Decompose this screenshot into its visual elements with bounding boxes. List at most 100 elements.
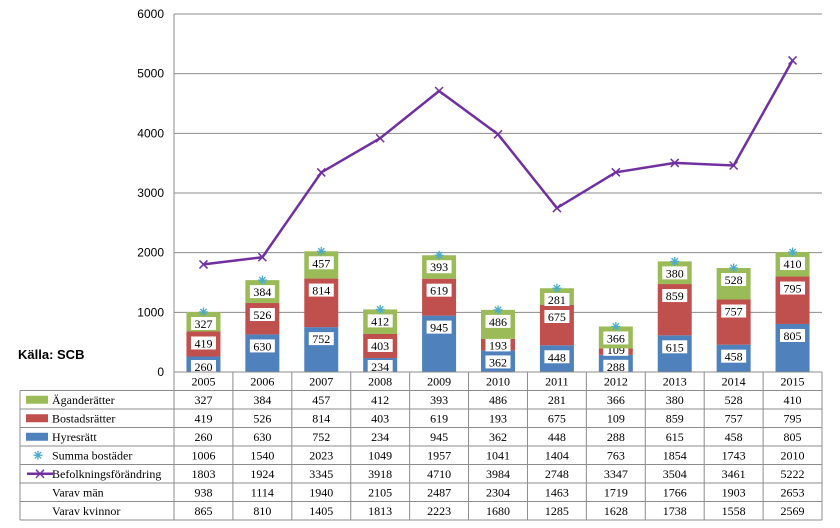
data-label: 403: [371, 339, 389, 353]
stacked-bars: 260 419 327 630 526 384 752 814 457 234 403 412 945 6…: [186, 251, 810, 374]
data-label-bg: [485, 355, 511, 369]
data-label-bg: [249, 339, 275, 353]
data-label: 327: [194, 317, 212, 331]
data-label-bg: [367, 314, 393, 328]
table-cell: 1540: [250, 449, 274, 463]
legend-key-aganderatter: [26, 395, 48, 404]
table-cell: 366: [607, 393, 625, 407]
x-category-label: 2012: [604, 375, 628, 389]
table-cell: 1903: [722, 486, 746, 500]
table-cell: 234: [371, 430, 389, 444]
y-tick-label: 2000: [137, 246, 164, 260]
summa-marker: [493, 305, 503, 315]
x-category-label: 2015: [781, 375, 805, 389]
table-cell: 2023: [309, 449, 333, 463]
table-cell: 3918: [368, 467, 392, 481]
table-cell: 3347: [604, 467, 628, 481]
table-cell: 412: [371, 393, 389, 407]
y-tick-label: 6000: [137, 7, 164, 21]
table-cell: 1719: [604, 486, 628, 500]
data-label: 384: [253, 285, 271, 299]
line-point: [552, 203, 562, 213]
data-label-bg: [780, 328, 806, 342]
table-cell: 288: [607, 430, 625, 444]
data-label: 945: [430, 321, 448, 335]
table-cell: 2653: [781, 486, 805, 500]
data-label: 615: [666, 340, 684, 354]
data-label-bg: [721, 349, 747, 363]
table-cell: 448: [548, 430, 566, 444]
table-cell: 1813: [368, 504, 392, 518]
summa-marker: [788, 247, 798, 257]
table-cell: 1766: [663, 486, 687, 500]
table-cell: 938: [194, 486, 212, 500]
x-category-label: 2006: [250, 375, 274, 389]
x-category-label: 2013: [663, 375, 687, 389]
table-cell: 3461: [722, 467, 746, 481]
x-category-label: 2005: [191, 375, 215, 389]
summa-marker: [552, 283, 562, 293]
summa-marker: [316, 246, 326, 256]
table-cell: 1114: [251, 486, 274, 500]
table-cell: 1803: [191, 467, 215, 481]
table-cell: 865: [194, 504, 212, 518]
table-cell: 410: [784, 393, 802, 407]
table-cell: 757: [725, 412, 743, 426]
table-cell: 2748: [545, 467, 569, 481]
data-label-bg: [662, 289, 688, 303]
data-label-bg: [190, 316, 216, 330]
summa-marker: [611, 321, 621, 331]
table-cell: 419: [194, 412, 212, 426]
data-label: 859: [666, 289, 684, 303]
data-label: 419: [194, 336, 212, 350]
table-cell: 1680: [486, 504, 510, 518]
data-table: 2005 2006 2007 2008 2009 2010 2011 2012 2013 2014…: [19, 371, 823, 521]
row-label: Varav kvinnor: [52, 504, 120, 518]
line-point: [316, 167, 326, 177]
line-point: [257, 252, 267, 262]
line-point: [611, 167, 621, 177]
legend-key-marker: [35, 469, 45, 479]
table-cell: 260: [194, 430, 212, 444]
table-cell: 3984: [486, 467, 510, 481]
table-cell: 5222: [781, 467, 805, 481]
data-label-bg: [367, 338, 393, 352]
befolkning-line: [203, 59, 794, 266]
table-cell: 1924: [250, 467, 274, 481]
data-label: 193: [489, 338, 507, 352]
data-label: 458: [725, 350, 743, 364]
data-label-bg: [721, 273, 747, 287]
table-cell: 1743: [722, 449, 746, 463]
data-label: 362: [489, 355, 507, 369]
table-cell: 1854: [663, 449, 687, 463]
data-label-bg: [308, 283, 334, 297]
table-cell: 1957: [427, 449, 451, 463]
table-cell: 1558: [722, 504, 746, 518]
data-label: 757: [725, 305, 743, 319]
table-cell: 1049: [368, 449, 392, 463]
table-cell: 1404: [545, 449, 569, 463]
data-label-bg: [485, 338, 511, 352]
data-label: 805: [784, 329, 802, 343]
data-label-bg: [780, 257, 806, 271]
row-label: Hyresrätt: [52, 430, 97, 444]
data-label-bg: [544, 309, 570, 323]
table-cell: 1628: [604, 504, 628, 518]
line-point: [788, 55, 798, 65]
table-cell: 2487: [427, 486, 451, 500]
table-cell: 3504: [663, 467, 687, 481]
data-label: 752: [312, 332, 330, 346]
table-cell: 109: [607, 412, 625, 426]
data-label-bg: [544, 292, 570, 306]
data-label: 281: [548, 293, 566, 307]
table-cell: 393: [430, 393, 448, 407]
table-cell: 3345: [309, 467, 333, 481]
table-cell: 1405: [309, 504, 333, 518]
table-cell: 2569: [781, 504, 805, 518]
data-label: 380: [666, 266, 684, 280]
table-cell: 619: [430, 412, 448, 426]
table-cell: 795: [784, 412, 802, 426]
data-label: 234: [371, 360, 389, 374]
line-point: [375, 133, 385, 143]
table-cell: 458: [725, 430, 743, 444]
